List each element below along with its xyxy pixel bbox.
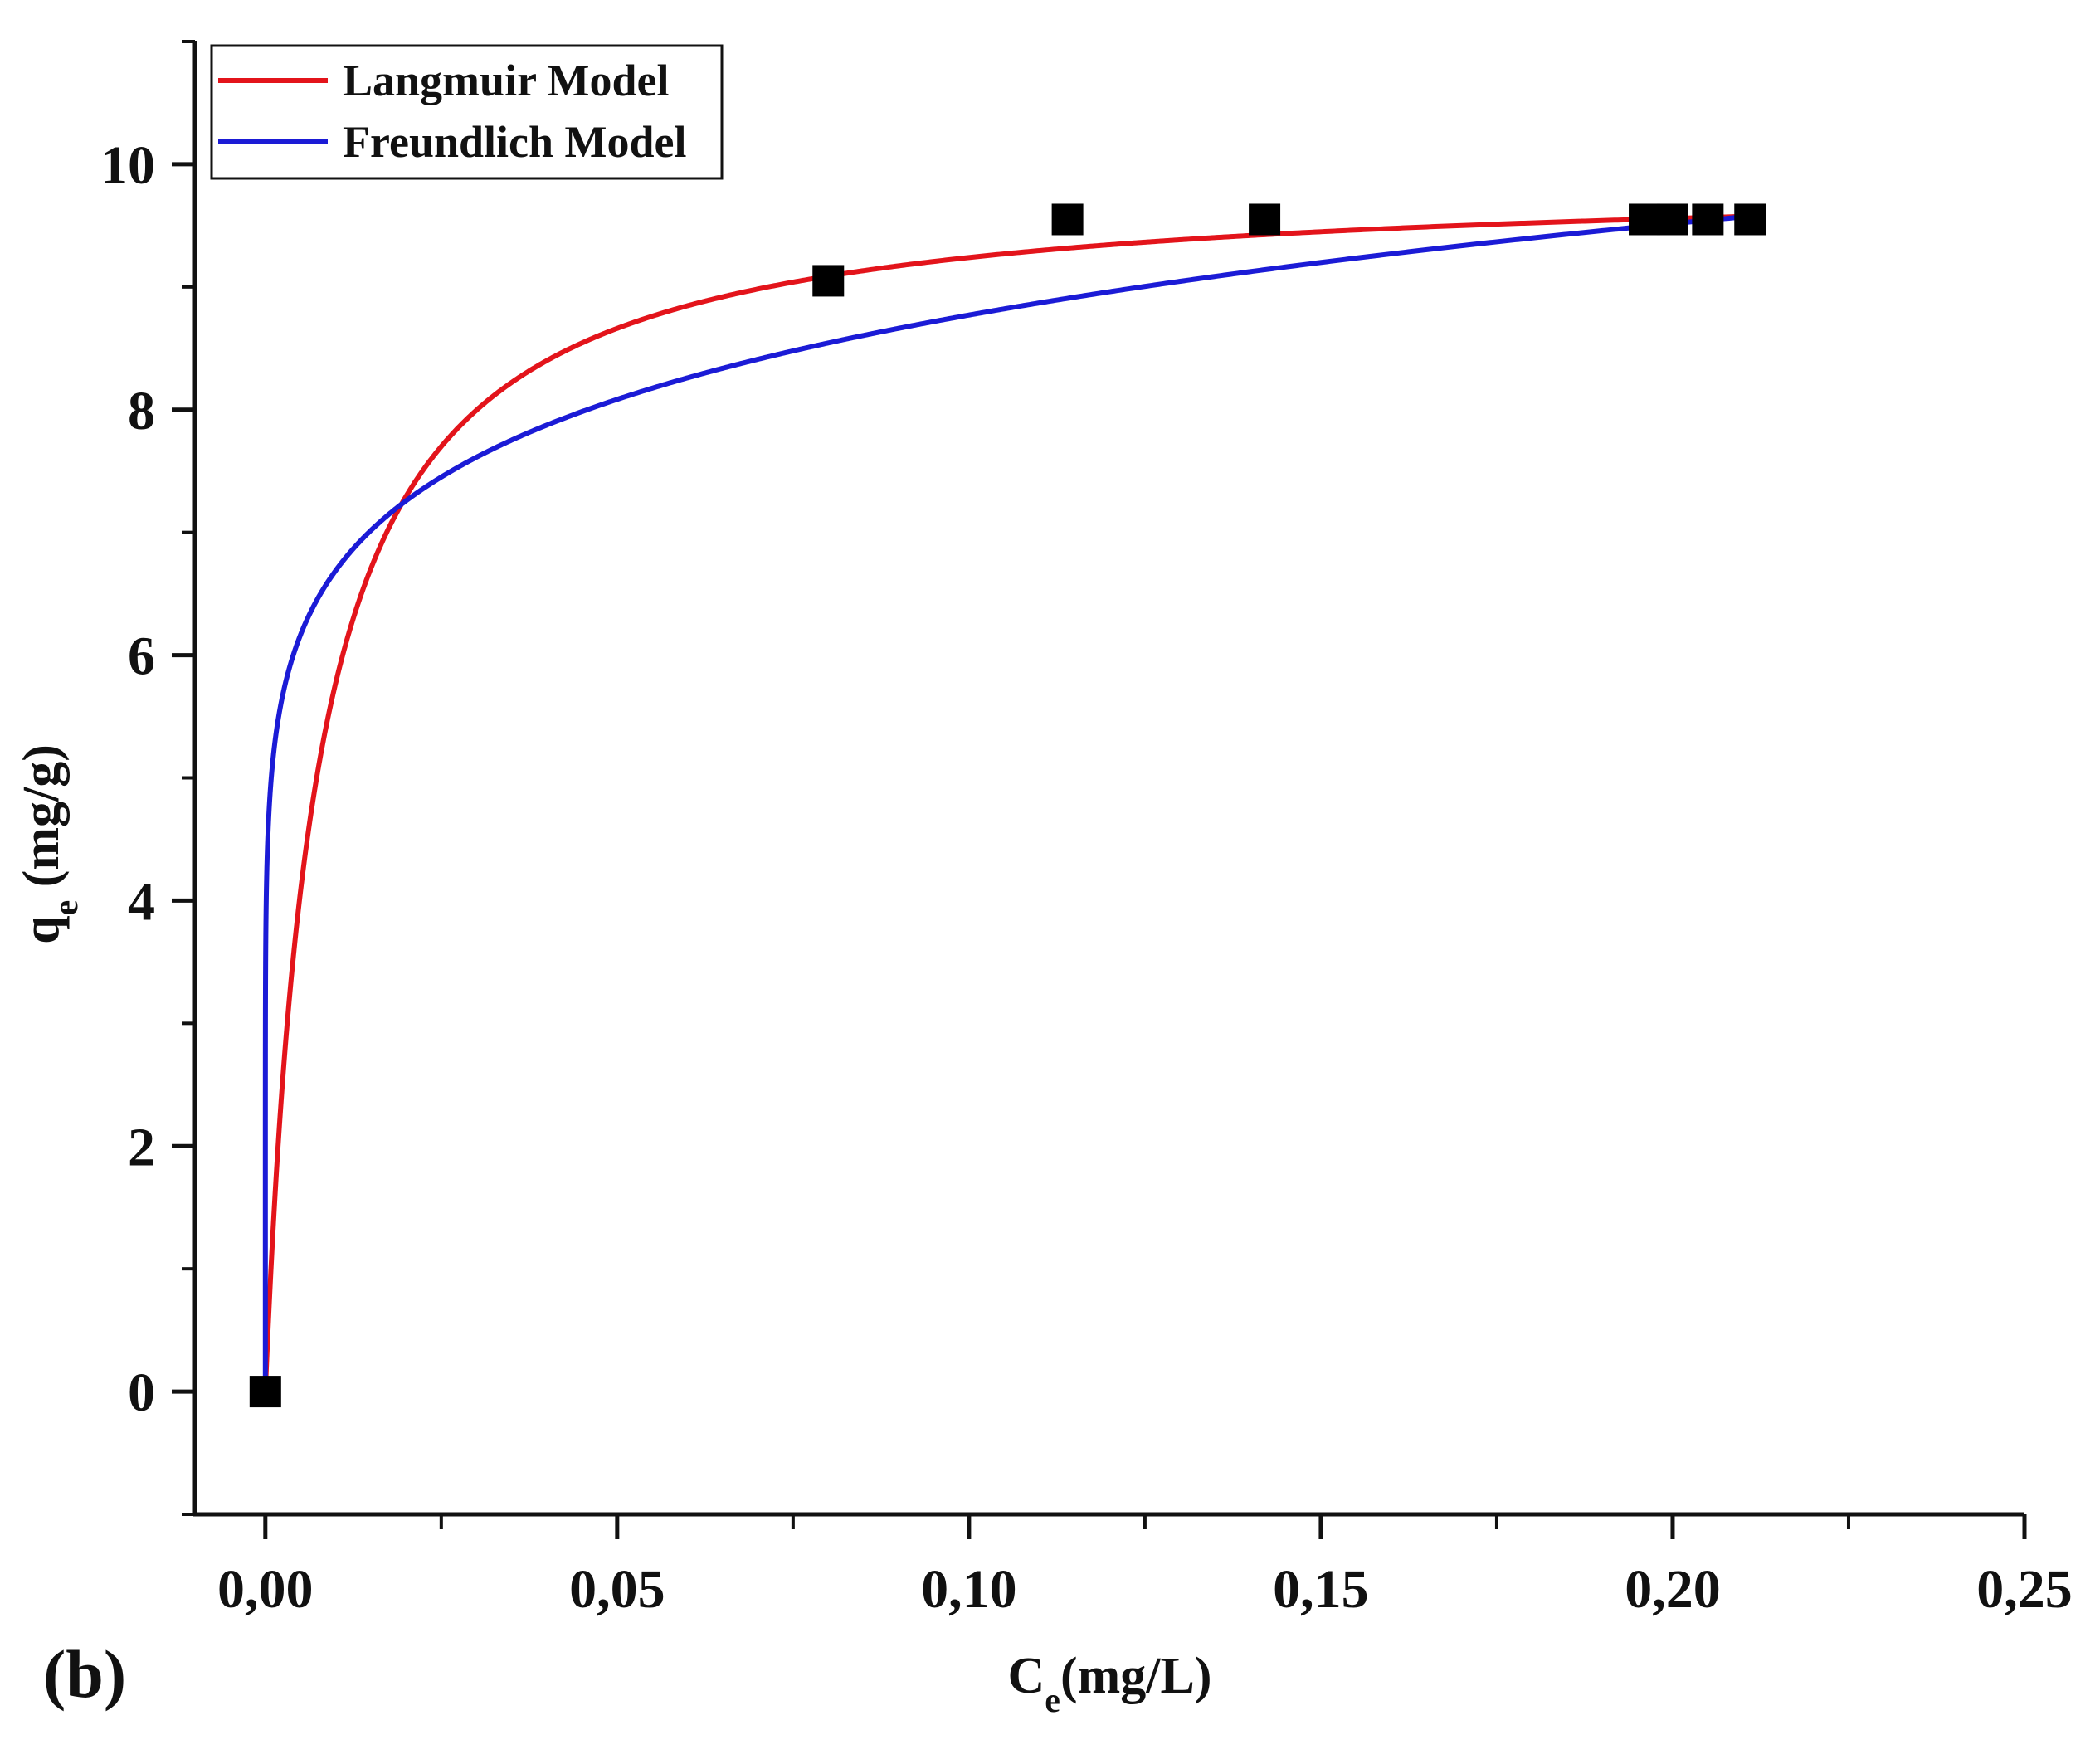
y-tick-label: 0 bbox=[128, 1362, 155, 1423]
panel-label: (b) bbox=[43, 1636, 126, 1712]
y-tick-label: 10 bbox=[100, 135, 155, 196]
y-axis-title: qe (mg/g) bbox=[13, 744, 85, 944]
data-point bbox=[1249, 203, 1281, 236]
data-point bbox=[812, 265, 845, 297]
data-point bbox=[1051, 203, 1084, 236]
y-tick-label: 2 bbox=[128, 1117, 155, 1177]
x-tick-label: 0,00 bbox=[217, 1559, 314, 1620]
x-tick-label: 0,15 bbox=[1273, 1559, 1369, 1620]
data-point bbox=[1692, 203, 1724, 236]
y-tick-label: 6 bbox=[128, 626, 155, 687]
axes bbox=[192, 41, 2024, 1517]
model-curves bbox=[262, 213, 1751, 1395]
series-line-freundlich bbox=[262, 213, 1751, 1392]
legend-box bbox=[210, 44, 724, 180]
x-tick-label: 0,20 bbox=[1625, 1559, 1721, 1620]
data-point bbox=[1734, 203, 1766, 236]
x-axis-title: Ce(mg/L) bbox=[1008, 1648, 1212, 1720]
data-point bbox=[249, 1376, 281, 1408]
x-tick-label: 0,05 bbox=[569, 1559, 665, 1620]
y-tick-label: 4 bbox=[128, 871, 155, 932]
x-tick-label: 0,10 bbox=[921, 1559, 1017, 1620]
data-point bbox=[1629, 203, 1661, 236]
data-point bbox=[1656, 203, 1688, 236]
legend-label-langmuir: Langmuir Model bbox=[343, 56, 670, 105]
axis-ticks: 0,00 0,05 0,10 0,15 0,20 0,25 0 2 4 6 8 10 bbox=[100, 40, 2073, 1620]
series-line-langmuir bbox=[262, 213, 1751, 1395]
legend-label-freundlich: Freundlich Model bbox=[343, 117, 687, 167]
x-tick-label: 0,25 bbox=[1976, 1559, 2073, 1620]
data-points bbox=[249, 203, 1766, 1408]
y-tick-label: 8 bbox=[128, 381, 155, 441]
legend: Langmuir Model Freundlich Model bbox=[210, 44, 724, 180]
